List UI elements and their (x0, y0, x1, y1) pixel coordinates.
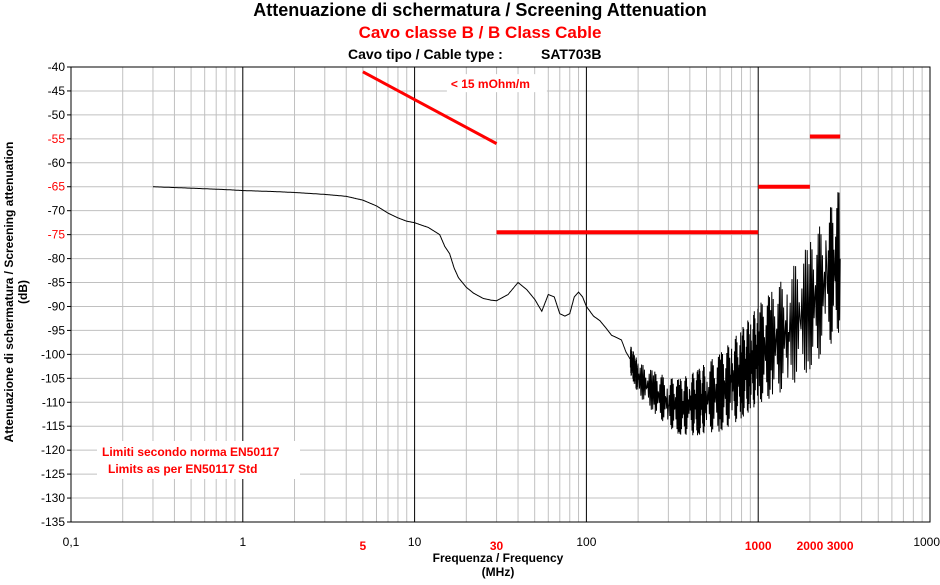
y-tick-label: -135 (41, 515, 65, 529)
y-tick-label: -65 (48, 180, 66, 194)
y-tick-label: -90 (48, 299, 66, 313)
y-tick-label: -100 (41, 347, 65, 361)
y-tick-label: -40 (48, 60, 66, 74)
y-tick-label: -105 (41, 371, 65, 385)
x-axis-label-line2: (MHz) (481, 565, 515, 579)
limit-line (362, 70, 498, 145)
annotation-bg (97, 441, 300, 479)
cable-type-value: SAT703B (541, 46, 602, 62)
x-tick-label: 0,1 (63, 535, 80, 549)
measurement-series-line (152, 186, 841, 436)
y-axis-label-line1: Attenuazione di schermatura / Screening … (2, 141, 16, 443)
x-tick-label-red: 1000 (745, 539, 772, 553)
y-tick-label: -80 (48, 252, 66, 266)
y-tick-label: -45 (48, 84, 66, 98)
limits-note-it: Limiti secondo norma EN50117 (102, 445, 280, 459)
limits-note-en: Limits as per EN50117 Std (108, 462, 258, 476)
y-tick-label: -75 (48, 228, 66, 242)
x-tick-label: 10 (408, 535, 422, 549)
x-tick-label-red: 2000 (797, 539, 824, 553)
y-tick-label: -130 (41, 491, 65, 505)
chart-title: Attenuazione di schermatura / Screening … (253, 0, 707, 20)
plot-frame (70, 66, 931, 523)
x-tick-label: 1 (239, 535, 246, 549)
x-axis-label: Frequenza / Frequency (MHz) (398, 551, 598, 579)
y-tick-label: -60 (48, 156, 66, 170)
y-tick-label: -125 (41, 467, 65, 481)
x-tick-label-red: 30 (490, 539, 504, 553)
y-tick-label: -50 (48, 108, 66, 122)
y-tick-label: -120 (41, 443, 65, 457)
y-tick-label: -115 (42, 419, 65, 433)
x-tick-label-red: 3000 (827, 539, 854, 553)
x-tick-label: 100 (576, 535, 596, 549)
limit-label-bg (446, 74, 547, 93)
y-tick-label: -110 (42, 395, 65, 409)
limit-label: < 15 mOhm/m (451, 77, 530, 91)
x-tick-label: 10000 (913, 535, 940, 549)
x-tick-label-red: 5 (360, 539, 367, 553)
y-tick-label: -55 (48, 132, 66, 146)
y-axis-label-line2: (dB) (16, 280, 30, 304)
chart-subtitle: Cavo classe B / B Class Cable (358, 23, 602, 42)
y-axis-label: Attenuazione di schermatura / Screening … (2, 107, 34, 477)
y-tick-label: -70 (48, 204, 66, 218)
x-axis-label-line1: Frequenza / Frequency (432, 551, 564, 565)
cable-type-label: Cavo tipo / Cable type : (348, 46, 503, 62)
y-tick-label: -85 (48, 276, 66, 290)
y-tick-label: -95 (48, 323, 66, 337)
